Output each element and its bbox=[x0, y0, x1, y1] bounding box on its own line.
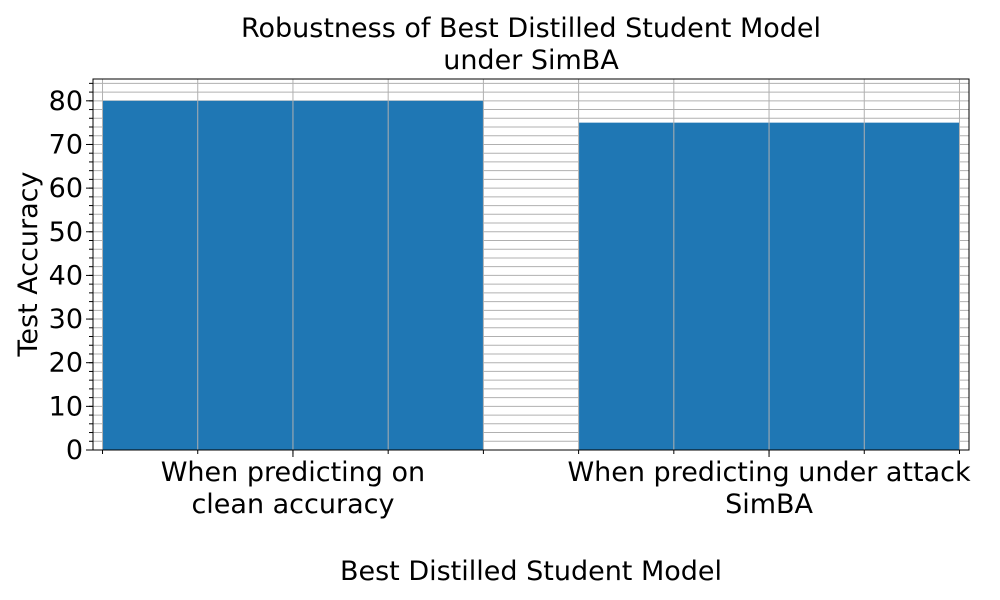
vertical-grid-lines bbox=[102, 79, 960, 450]
y-tick-label: 0 bbox=[66, 435, 83, 466]
y-tick-label: 60 bbox=[49, 173, 83, 204]
x-category-label: When predicting on bbox=[161, 457, 425, 488]
y-axis-label: Test Accuracy bbox=[13, 171, 44, 357]
chart-title-line-2: under SimBA bbox=[443, 45, 619, 76]
x-category-label: clean accuracy bbox=[191, 489, 394, 520]
y-axis-ticks: 0 10 20 30 40 50 60 70 80 bbox=[49, 82, 93, 466]
y-tick-label: 70 bbox=[49, 129, 83, 160]
y-tick-label: 20 bbox=[49, 348, 83, 379]
y-tick-label: 30 bbox=[49, 304, 83, 335]
y-tick-label: 10 bbox=[49, 391, 83, 422]
x-axis-label: Best Distilled Student Model bbox=[340, 556, 722, 587]
y-tick-label: 50 bbox=[49, 217, 83, 248]
x-category-label: SimBA bbox=[725, 489, 813, 520]
plot-frame bbox=[92, 78, 970, 451]
y-tick-label: 80 bbox=[49, 86, 83, 117]
x-category-label: When predicting under attack bbox=[567, 457, 971, 488]
y-tick-label: 40 bbox=[49, 260, 83, 291]
chart-title-line-1: Robustness of Best Distilled Student Mod… bbox=[241, 13, 821, 44]
